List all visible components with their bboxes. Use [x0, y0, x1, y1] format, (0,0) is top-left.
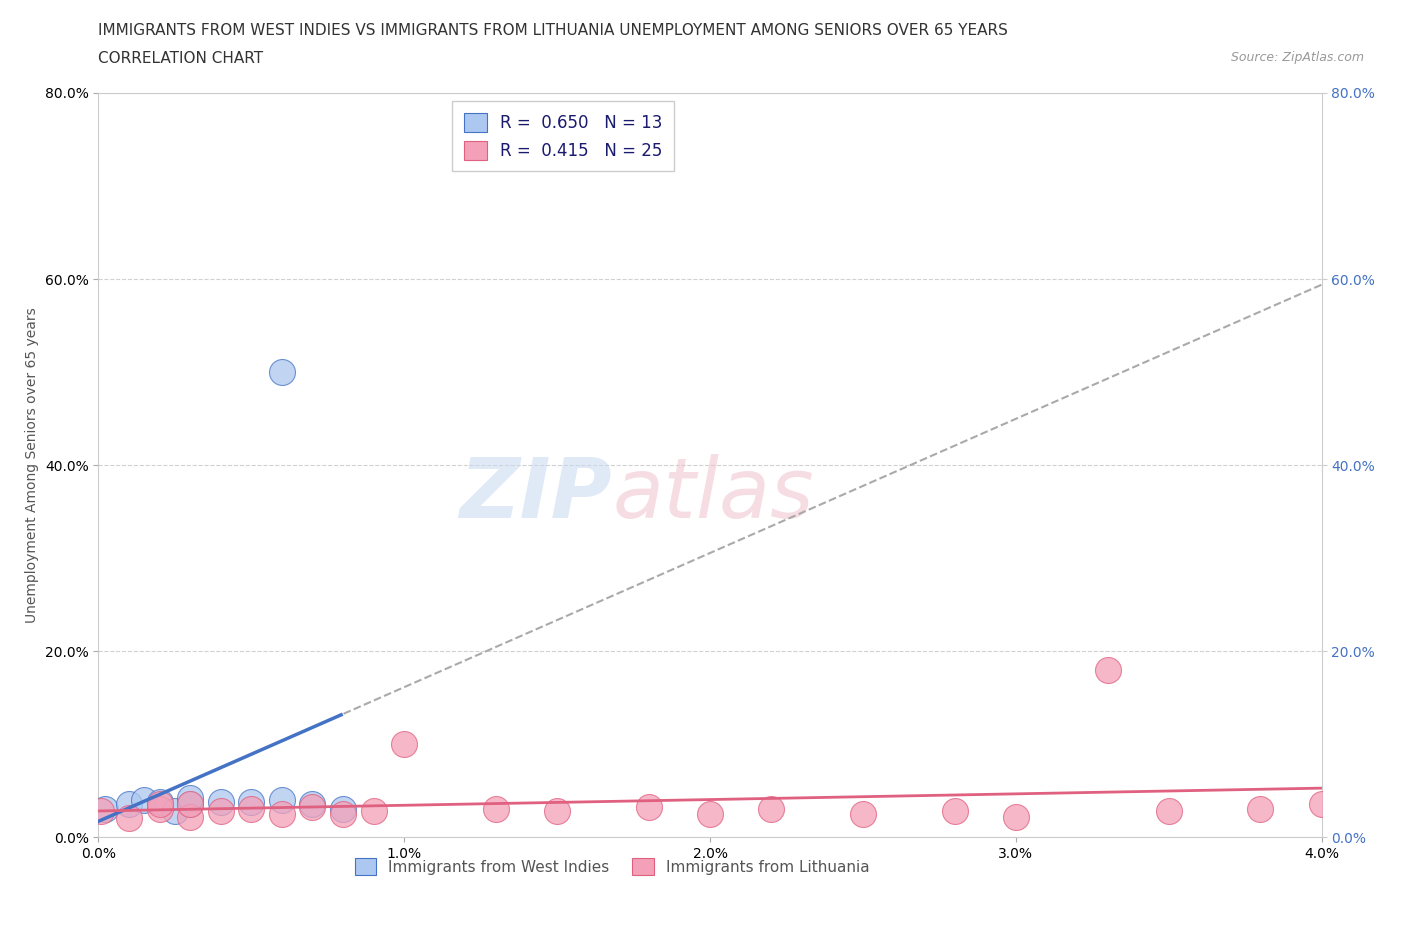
Point [163, 804, 186, 818]
Text: IMMIGRANTS FROM WEST INDIES VS IMMIGRANTS FROM LITHUANIA UNEMPLOYMENT AMONG SENI: IMMIGRANTS FROM WEST INDIES VS IMMIGRANT… [98, 23, 1008, 38]
Point [852, 806, 875, 821]
Point [485, 802, 508, 817]
Point [363, 804, 385, 818]
Point [209, 804, 232, 818]
Point [118, 797, 141, 812]
Point [270, 806, 294, 821]
Text: CORRELATION CHART: CORRELATION CHART [98, 51, 263, 66]
Point [332, 806, 354, 821]
Point [332, 802, 354, 817]
Point [1004, 809, 1026, 824]
Point [90, 804, 112, 818]
Point [1310, 797, 1333, 812]
Point [149, 797, 172, 812]
Point [301, 800, 323, 815]
Y-axis label: Unemployment Among Seniors over 65 years: Unemployment Among Seniors over 65 years [25, 307, 39, 623]
Point [699, 806, 721, 821]
Point [179, 809, 201, 824]
Point [759, 802, 782, 817]
Point [392, 737, 416, 751]
Point [270, 792, 294, 807]
Point [1157, 804, 1180, 818]
Text: ZIP: ZIP [460, 454, 612, 536]
Legend: Immigrants from West Indies, Immigrants from Lithuania: Immigrants from West Indies, Immigrants … [349, 852, 876, 882]
Point [179, 790, 201, 805]
Point [270, 365, 294, 379]
Point [118, 811, 141, 826]
Text: atlas: atlas [612, 454, 814, 536]
Point [240, 794, 263, 809]
Point [637, 800, 661, 815]
Point [134, 792, 156, 807]
Point [179, 797, 201, 812]
Point [209, 794, 232, 809]
Point [149, 802, 172, 817]
Point [1249, 802, 1271, 817]
Point [943, 804, 966, 818]
Point [1097, 662, 1119, 677]
Point [179, 797, 201, 812]
Text: Source: ZipAtlas.com: Source: ZipAtlas.com [1230, 51, 1364, 64]
Point [93, 802, 115, 817]
Point [240, 802, 263, 817]
Point [546, 804, 568, 818]
Point [149, 794, 172, 809]
Point [301, 797, 323, 812]
